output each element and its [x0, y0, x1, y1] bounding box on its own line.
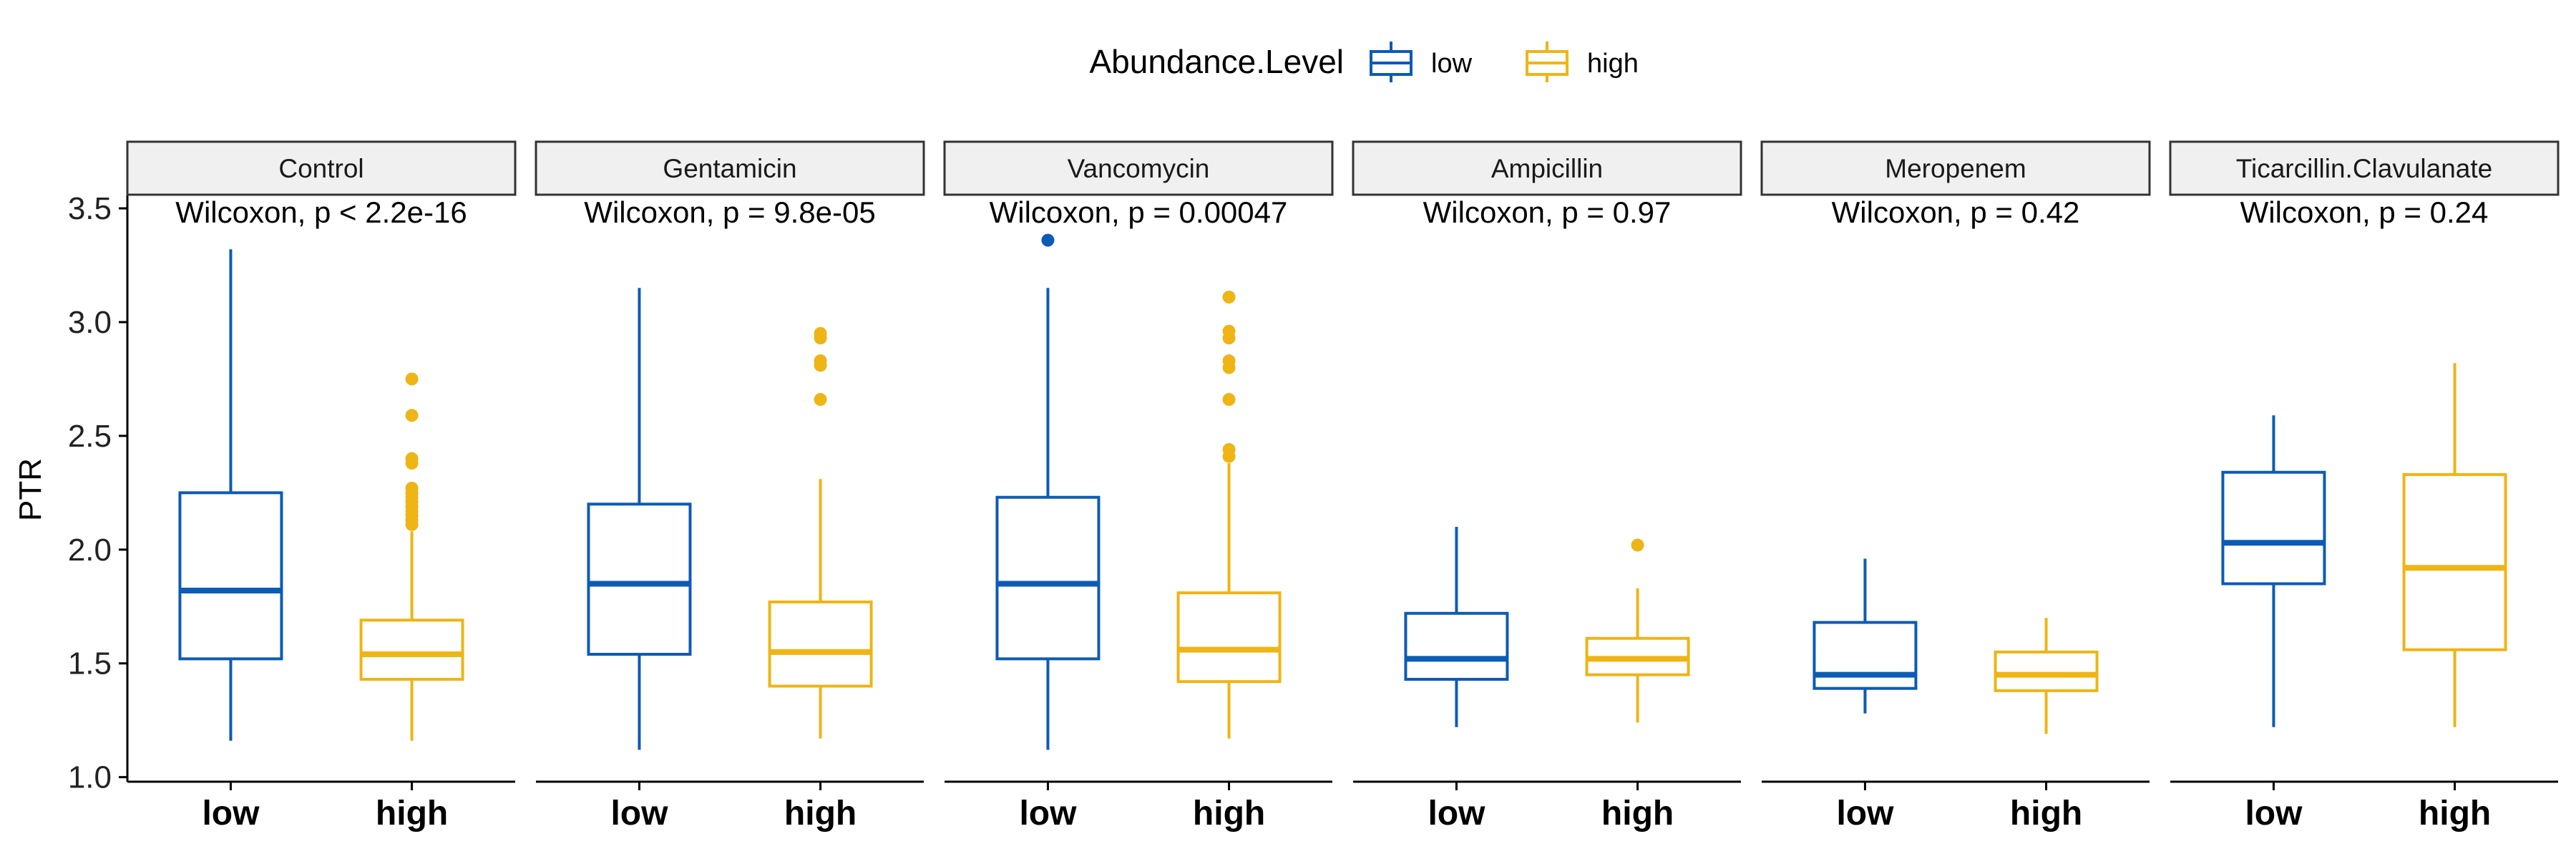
outlier-point [814, 354, 827, 368]
x-tick-label: high [2419, 795, 2491, 833]
box-high [1176, 291, 1282, 739]
y-tick-label: 1.0 [68, 760, 112, 795]
facet-strip [2169, 140, 2560, 196]
x-tick-label: high [1601, 795, 1674, 833]
y-axis: 1.0 1.5 2.0 2.5 3.0 3.5 [68, 191, 129, 795]
y-tick-label: 1.5 [68, 646, 112, 681]
legend: Abundance.Level low high [1089, 42, 1639, 82]
facet-strip [535, 140, 925, 196]
facet-label: Vancomycin [1068, 154, 1210, 183]
outlier-point [405, 409, 419, 422]
box-low [1404, 527, 1509, 727]
x-tick-label: low [610, 795, 668, 833]
wilcoxon-annotation: Wilcoxon, p = 0.42 [1832, 195, 2080, 229]
outlier-point [1222, 442, 1236, 456]
iqr-box [1404, 611, 1509, 681]
wilcoxon-annotation: Wilcoxon, p = 0.24 [2240, 195, 2489, 229]
facet-label: Ampicillin [1491, 154, 1603, 183]
iqr-box [359, 618, 464, 681]
facet-strip [943, 140, 1334, 196]
panel-ticarcillin-clavulanate: Ticarcillin.Clavulanate Wilcoxon, p = 0.2… [2169, 140, 2560, 833]
legend-key-high [1526, 42, 1568, 82]
panel-vancomycin: Vancomycin Wilcoxon, p = 0.00047 low high [943, 140, 1334, 833]
box-high [768, 326, 873, 739]
outlier-point [1222, 354, 1236, 368]
outlier-point [1222, 324, 1236, 338]
wilcoxon-annotation: Wilcoxon, p = 0.97 [1423, 195, 1672, 229]
x-tick-label: high [376, 795, 448, 833]
iqr-box [1176, 591, 1282, 684]
legend-key-low [1370, 42, 1413, 82]
y-tick-label: 3.0 [68, 305, 112, 340]
wilcoxon-annotation: Wilcoxon, p = 0.00047 [990, 195, 1288, 229]
iqr-box [995, 495, 1101, 661]
iqr-box [587, 503, 692, 656]
box-low [2221, 415, 2326, 727]
iqr-box [1994, 650, 2099, 692]
x-tick-label: low [1428, 795, 1485, 833]
box-low [1813, 558, 1918, 714]
box-low [178, 249, 283, 741]
wilcoxon-annotation: Wilcoxon, p < 2.2e-16 [175, 195, 467, 229]
x-tick-label: high [2010, 795, 2082, 833]
box-high [1994, 618, 2099, 734]
iqr-box [178, 491, 283, 661]
box-high [2402, 363, 2507, 727]
box-high [1585, 538, 1690, 723]
facet-label: Control [278, 154, 364, 183]
panel-control: Control Wilcoxon, p < 2.2e-16 low high [126, 140, 517, 833]
box-high [359, 372, 464, 741]
legend-title: Abundance.Level [1089, 43, 1344, 80]
facet-label: Meropenem [1885, 154, 2026, 183]
y-axis-title: PTR [13, 458, 48, 521]
facet-strip [1352, 140, 1742, 196]
panel-ampicillin: Ampicillin Wilcoxon, p = 0.97 low high [1352, 140, 1742, 833]
y-tick-label: 3.5 [68, 191, 112, 226]
legend-label-high: high [1587, 49, 1639, 79]
outlier-point [405, 372, 419, 386]
legend-item-low: low [1370, 42, 1473, 82]
outlier-point [814, 326, 827, 340]
outlier-point [1222, 291, 1236, 304]
y-tick-label: 2.0 [68, 533, 112, 568]
outlier-point [405, 482, 419, 495]
x-tick-label: low [2245, 795, 2303, 833]
x-tick-label: low [1836, 795, 1894, 833]
iqr-box [2402, 472, 2507, 651]
box-low [587, 288, 692, 750]
wilcoxon-annotation: Wilcoxon, p = 9.8e-05 [584, 195, 875, 229]
x-tick-label: high [1193, 795, 1265, 833]
y-tick-label: 2.5 [68, 419, 112, 454]
iqr-box [768, 600, 873, 688]
iqr-box [2221, 470, 2326, 586]
iqr-box [1813, 621, 1918, 690]
outlier-point [1041, 233, 1055, 247]
panel-meropenem: Meropenem Wilcoxon, p = 0.42 low high [1760, 140, 2151, 833]
box-low [995, 233, 1101, 750]
outlier-point [814, 393, 827, 407]
legend-label-low: low [1431, 49, 1473, 79]
facet-strip [126, 140, 517, 196]
x-tick-label: low [202, 795, 260, 833]
outlier-point [1631, 538, 1644, 552]
facet-strip [1760, 140, 2151, 196]
outlier-point [405, 452, 419, 465]
legend-item-high: high [1526, 42, 1639, 82]
facet-label: Gentamicin [663, 154, 796, 183]
facet-label: Ticarcillin.Clavulanate [2236, 154, 2493, 183]
panel-gentamicin: Gentamicin Wilcoxon, p = 9.8e-05 low high [535, 140, 925, 833]
x-tick-label: low [1019, 795, 1077, 833]
outlier-point [1222, 393, 1236, 407]
x-tick-label: high [784, 795, 857, 833]
